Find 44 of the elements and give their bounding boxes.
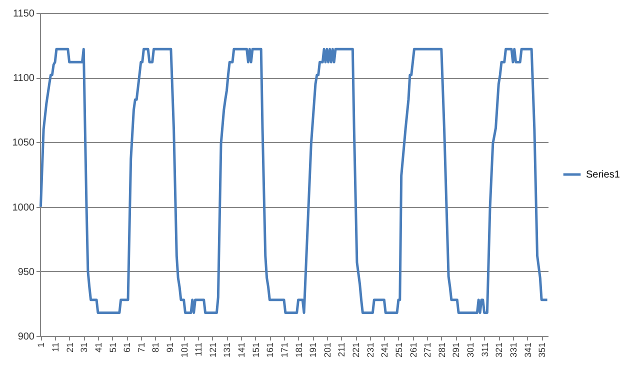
x-tick-label: 71 xyxy=(136,342,146,353)
x-tick-label: 151 xyxy=(250,342,261,358)
x-tick-label: 351 xyxy=(537,342,548,358)
x-tick-label: 211 xyxy=(336,342,347,357)
x-tick-label: 161 xyxy=(265,342,276,358)
x-tick-label: 301 xyxy=(466,342,476,358)
x-tick-label: 321 xyxy=(494,342,504,358)
x-tick-label: 1 xyxy=(36,342,46,348)
x-tick-label: 231 xyxy=(365,342,376,358)
y-tick-label: 1150 xyxy=(12,8,35,20)
x-tick-label: 101 xyxy=(179,342,190,358)
x-tick-label: 181 xyxy=(294,342,304,358)
y-tick-label: 1000 xyxy=(12,202,35,214)
legend-label: Series1 xyxy=(586,170,620,180)
x-tick-label: 191 xyxy=(308,342,318,358)
x-tick-label: 271 xyxy=(422,342,433,358)
x-tick-label: 221 xyxy=(351,342,362,358)
x-tick-label: 251 xyxy=(394,342,404,358)
x-tick-label: 61 xyxy=(122,342,132,353)
y-tick-label: 900 xyxy=(18,332,35,342)
x-tick-label: 91 xyxy=(165,342,176,353)
x-tick-label: 111 xyxy=(194,342,204,356)
x-tick-label: 281 xyxy=(436,342,447,358)
x-tick-label: 311 xyxy=(480,342,490,357)
x-tick-label: 81 xyxy=(150,342,161,353)
x-tick-label: 131 xyxy=(222,342,232,358)
x-tick-label: 121 xyxy=(208,342,218,358)
x-tick-label: 141 xyxy=(236,342,247,358)
x-tick-label: 201 xyxy=(322,342,332,358)
x-tick-label: 21 xyxy=(64,342,75,353)
x-tick-label: 241 xyxy=(380,342,390,358)
x-tick-label: 171 xyxy=(279,342,290,358)
x-tick-label: 31 xyxy=(79,342,90,353)
y-tick-label: 1050 xyxy=(12,138,35,149)
x-tick-label: 11 xyxy=(50,342,61,352)
y-tick-label: 1100 xyxy=(12,73,35,84)
x-tick-label: 51 xyxy=(108,342,118,353)
line-series xyxy=(39,48,549,314)
x-tick-label: 331 xyxy=(508,342,518,358)
x-tick-label: 261 xyxy=(408,342,418,358)
x-tick-label: 291 xyxy=(451,342,462,358)
y-tick-label: 950 xyxy=(18,266,35,278)
x-tick-label: 341 xyxy=(522,342,533,358)
x-tick-label: 41 xyxy=(93,342,104,353)
